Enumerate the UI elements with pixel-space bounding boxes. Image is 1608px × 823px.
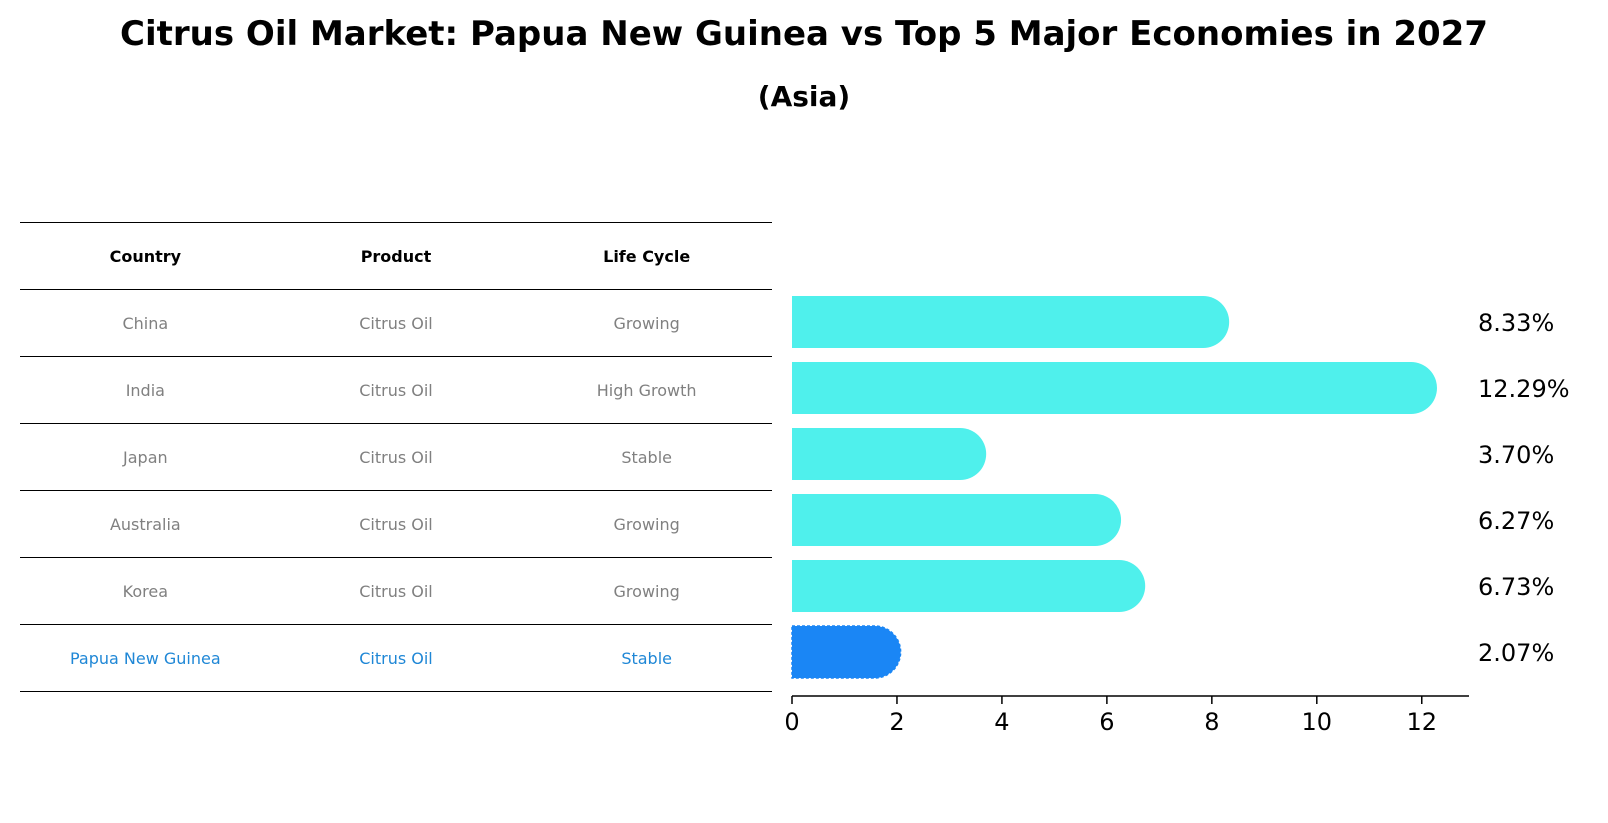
value-label: 12.29% bbox=[1478, 375, 1570, 403]
bar-australia bbox=[792, 494, 1122, 546]
cell-country: Korea bbox=[20, 557, 271, 625]
table-row-highlighted: Papua New Guinea Citrus Oil Stable bbox=[20, 624, 772, 692]
header-product: Product bbox=[270, 222, 522, 290]
x-tick-label: 12 bbox=[1406, 708, 1437, 736]
x-tick-label: 0 bbox=[784, 708, 799, 736]
cell-life-cycle: High Growth bbox=[521, 356, 772, 424]
x-tick-label: 10 bbox=[1302, 708, 1333, 736]
x-tick-label: 2 bbox=[889, 708, 904, 736]
cell-product: Citrus Oil bbox=[270, 490, 522, 558]
country-table: Country Product Life Cycle China Citrus … bbox=[20, 222, 772, 692]
value-label: 3.70% bbox=[1478, 441, 1554, 469]
cell-country: India bbox=[20, 356, 271, 424]
cell-product: Citrus Oil bbox=[270, 289, 522, 357]
cell-product: Citrus Oil bbox=[270, 557, 522, 625]
cell-country: Australia bbox=[20, 490, 271, 558]
cell-country: Japan bbox=[20, 423, 271, 491]
table-row: China Citrus Oil Growing bbox=[20, 289, 772, 357]
cell-life-cycle: Growing bbox=[521, 557, 772, 625]
value-label: 6.27% bbox=[1478, 507, 1554, 535]
cell-product: Citrus Oil bbox=[270, 423, 522, 491]
table-row: Australia Citrus Oil Growing bbox=[20, 490, 772, 558]
cell-country: Papua New Guinea bbox=[20, 624, 271, 692]
cell-product: Citrus Oil bbox=[270, 356, 522, 424]
table-header-row: Country Product Life Cycle bbox=[20, 222, 772, 290]
value-label: 2.07% bbox=[1478, 639, 1554, 667]
bar-japan bbox=[792, 428, 987, 480]
cell-life-cycle: Stable bbox=[521, 423, 772, 491]
cell-life-cycle: Growing bbox=[521, 490, 772, 558]
x-tick-label: 8 bbox=[1204, 708, 1219, 736]
chart-title: Citrus Oil Market: Papua New Guinea vs T… bbox=[120, 14, 1488, 54]
table-row: Korea Citrus Oil Growing bbox=[20, 557, 772, 625]
market-table: Country Product Life Cycle China Citrus … bbox=[20, 222, 772, 692]
x-tick-label: 6 bbox=[1099, 708, 1114, 736]
bar-china bbox=[792, 296, 1230, 348]
table-row: Japan Citrus Oil Stable bbox=[20, 423, 772, 491]
value-label: 6.73% bbox=[1478, 573, 1554, 601]
cell-product: Citrus Oil bbox=[270, 624, 522, 692]
value-label: 8.33% bbox=[1478, 309, 1554, 337]
bar-korea bbox=[792, 560, 1146, 612]
header-life-cycle: Life Cycle bbox=[521, 222, 772, 290]
header-country: Country bbox=[20, 222, 271, 290]
x-tick-label: 4 bbox=[994, 708, 1009, 736]
bar-papua-new-guinea bbox=[791, 625, 902, 679]
cell-life-cycle: Growing bbox=[521, 289, 772, 357]
cell-life-cycle: Stable bbox=[521, 624, 772, 692]
bar-india bbox=[792, 362, 1437, 414]
chart-subtitle: (Asia) bbox=[757, 80, 851, 113]
table-row: India Citrus Oil High Growth bbox=[20, 356, 772, 424]
cell-country: China bbox=[20, 289, 271, 357]
